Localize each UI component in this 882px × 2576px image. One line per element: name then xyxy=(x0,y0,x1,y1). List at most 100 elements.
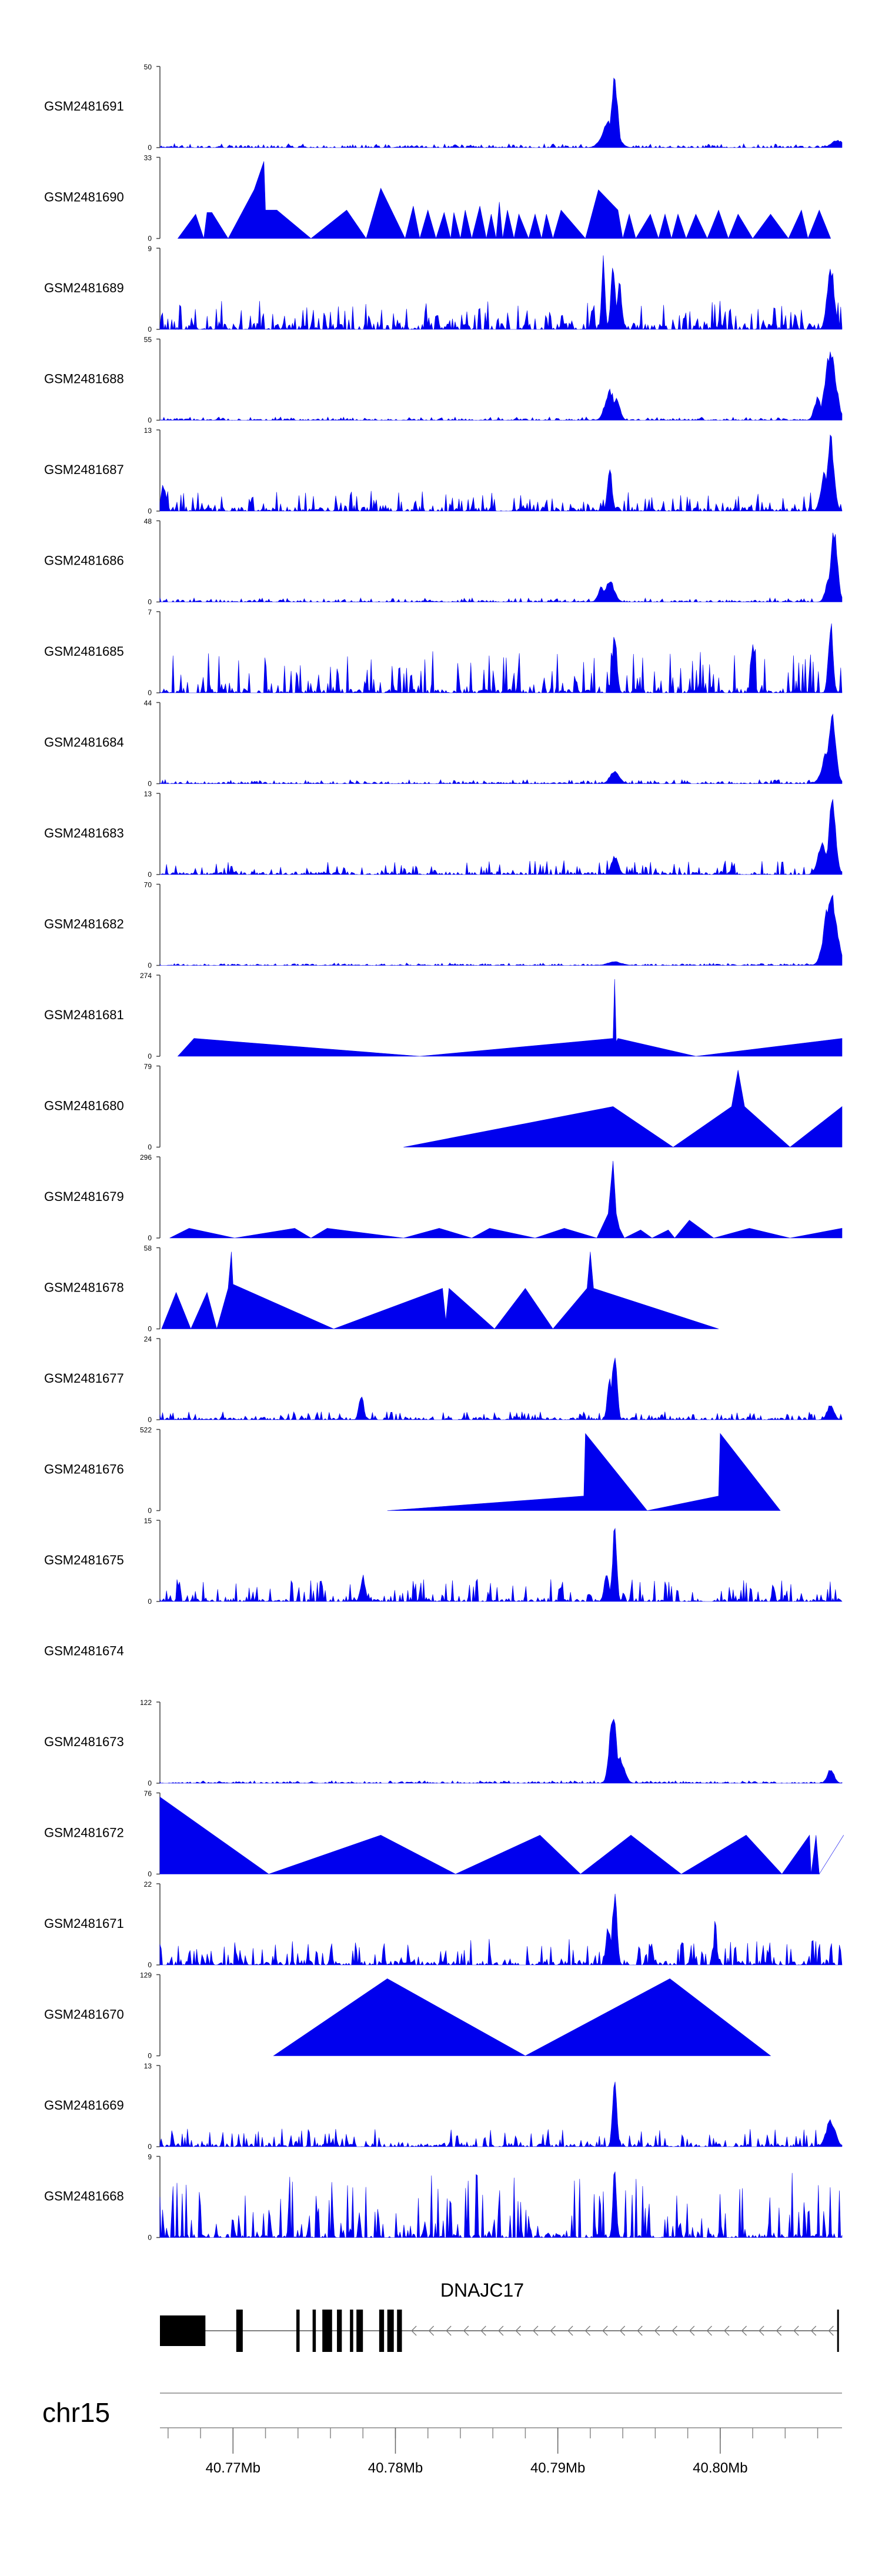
gene-exon xyxy=(379,2310,385,2352)
track-GSM2481690: GSM2481690 33 0 xyxy=(44,154,831,243)
signal-area xyxy=(159,1357,843,1421)
y-zero-label: 0 xyxy=(148,2052,152,2060)
y-max-label: 296 xyxy=(140,1153,152,1162)
axis-tick-label: 40.78Mb xyxy=(368,2460,423,2476)
y-max-label: 48 xyxy=(144,518,152,526)
y-max-label: 22 xyxy=(144,1880,152,1888)
signal-area xyxy=(159,1796,844,1875)
track-GSM2481691: GSM2481691 50 0 xyxy=(44,63,843,152)
track-label: GSM2481684 xyxy=(44,735,124,750)
strand-arrow xyxy=(793,2325,799,2336)
track-label: GSM2481677 xyxy=(44,1371,124,1386)
track-GSM2481685: GSM2481685 7 0 xyxy=(44,608,843,697)
strand-arrow xyxy=(533,2325,539,2336)
track-label: GSM2481673 xyxy=(44,1734,124,1749)
track-GSM2481670: GSM2481670 129 0 xyxy=(44,1971,771,2060)
y-max-label: 7 xyxy=(148,608,152,616)
y-zero-label: 0 xyxy=(148,1234,152,1242)
y-max-label: 50 xyxy=(144,63,152,71)
track-label: GSM2481687 xyxy=(44,462,124,477)
track-GSM2481684: GSM2481684 44 0 xyxy=(44,699,843,788)
strand-arrow xyxy=(637,2325,643,2336)
y-max-label: 13 xyxy=(144,790,152,798)
gene-exon xyxy=(397,2310,402,2352)
track-GSM2481668: GSM2481668 9 0 xyxy=(44,2153,843,2242)
strand-arrow xyxy=(776,2325,782,2336)
y-zero-label: 0 xyxy=(148,598,152,606)
track-label: GSM2481685 xyxy=(44,644,124,659)
track-label: GSM2481678 xyxy=(44,1280,124,1295)
gene-exon xyxy=(236,2310,243,2352)
y-zero-label: 0 xyxy=(148,416,152,425)
signal-area xyxy=(273,1978,771,2056)
track-GSM2481686: GSM2481686 48 0 xyxy=(44,518,843,606)
track-GSM2481683: GSM2481683 13 0 xyxy=(44,790,843,879)
track-GSM2481672: GSM2481672 76 0 xyxy=(44,1790,844,1878)
y-max-label: 58 xyxy=(144,1244,152,1253)
signal-area xyxy=(159,623,843,694)
y-zero-label: 0 xyxy=(148,1143,152,1152)
strand-arrow xyxy=(741,2325,747,2336)
strand-arrow xyxy=(671,2325,677,2336)
track-GSM2481671: GSM2481671 22 0 xyxy=(44,1880,843,1969)
signal-area xyxy=(159,895,843,966)
track-GSM2481673: GSM2481673 122 0 xyxy=(44,1699,843,1787)
strand-arrow xyxy=(411,2325,417,2336)
track-GSM2481682: GSM2481682 70 0 xyxy=(44,881,843,970)
y-zero-label: 0 xyxy=(148,1961,152,1969)
data-tracks: GSM2481691500GSM2481690330GSM248168990GS… xyxy=(44,63,844,2242)
signal-area xyxy=(159,532,843,603)
y-zero-label: 0 xyxy=(148,235,152,243)
track-label: GSM2481682 xyxy=(44,917,124,932)
signal-area xyxy=(159,2081,843,2148)
chromosome-label: chr15 xyxy=(42,2397,110,2428)
y-zero-label: 0 xyxy=(148,1597,152,1606)
axis-tick-label: 40.79Mb xyxy=(530,2460,585,2476)
strand-arrow xyxy=(463,2325,469,2336)
y-zero-label: 0 xyxy=(148,507,152,515)
y-max-label: 129 xyxy=(140,1971,152,1980)
track-GSM2481669: GSM2481669 13 0 xyxy=(44,2062,843,2151)
y-zero-label: 0 xyxy=(148,962,152,970)
gene-exon xyxy=(356,2310,363,2352)
track-label: GSM2481672 xyxy=(44,1826,124,1840)
y-zero-label: 0 xyxy=(148,1052,152,1060)
y-max-label: 33 xyxy=(144,154,152,162)
track-label: GSM2481686 xyxy=(44,553,124,568)
y-zero-label: 0 xyxy=(148,870,152,879)
track-label: GSM2481691 xyxy=(44,99,124,114)
strand-arrow xyxy=(567,2325,573,2336)
strand-arrow xyxy=(515,2325,521,2336)
track-GSM2481689: GSM2481689 9 0 xyxy=(44,245,843,333)
y-max-label: 55 xyxy=(144,336,152,344)
strand-arrow xyxy=(724,2325,730,2336)
signal-area xyxy=(159,77,843,148)
strand-arrow xyxy=(602,2325,608,2336)
y-max-label: 44 xyxy=(144,699,152,708)
track-label: GSM2481671 xyxy=(44,1916,124,1931)
y-max-label: 76 xyxy=(144,1790,152,1798)
y-max-label: 15 xyxy=(144,1517,152,1525)
track-label: GSM2481688 xyxy=(44,372,124,386)
track-GSM2481688: GSM2481688 55 0 xyxy=(44,336,843,425)
strand-arrow xyxy=(654,2325,660,2336)
track-label: GSM2481689 xyxy=(44,281,124,295)
y-max-label: 79 xyxy=(144,1063,152,1071)
track-label: GSM2481675 xyxy=(44,1553,124,1567)
signal-area xyxy=(169,1160,843,1239)
y-zero-label: 0 xyxy=(148,1507,152,1515)
signal-area xyxy=(159,351,843,421)
y-zero-label: 0 xyxy=(148,2143,152,2151)
y-max-label: 13 xyxy=(144,2062,152,2070)
track-label: GSM2481690 xyxy=(44,190,124,205)
y-zero-label: 0 xyxy=(148,1870,152,1878)
signal-area xyxy=(403,1070,843,1147)
track-GSM2481674: GSM2481674 xyxy=(44,1644,124,1659)
gene-exon xyxy=(322,2310,332,2352)
gene-name-label: DNAJC17 xyxy=(440,2280,524,2301)
track-GSM2481687: GSM2481687 13 0 xyxy=(44,426,843,515)
track-GSM2481675: GSM2481675 15 0 xyxy=(44,1517,843,1606)
track-label: GSM2481676 xyxy=(44,1462,124,1477)
gene-exon xyxy=(350,2310,353,2352)
